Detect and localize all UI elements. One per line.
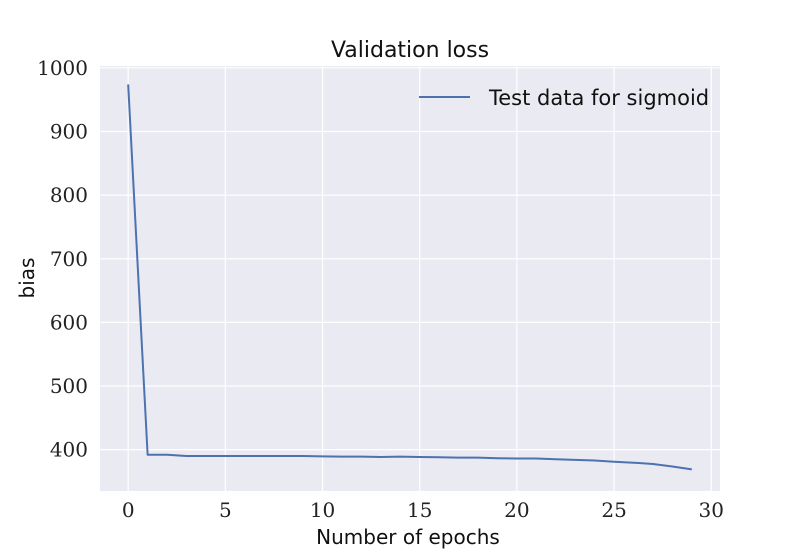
y-axis-label: bias (15, 258, 39, 299)
chart-title: Validation loss (331, 38, 489, 63)
y-tick-label: 700 (50, 247, 88, 271)
plot-area (100, 66, 720, 491)
y-tick-label: 800 (50, 183, 88, 207)
y-axis-ticks: 400 500 600 700 800 900 1000 (37, 56, 88, 462)
x-tick-label: 30 (699, 498, 724, 522)
series-layer (127, 84, 692, 471)
x-tick-label: 15 (407, 498, 432, 522)
grid-lines (100, 66, 720, 491)
y-tick-label: 600 (50, 310, 88, 334)
x-tick-label: 10 (310, 498, 335, 522)
x-tick-label: 5 (219, 498, 232, 522)
legend-label: Test data for sigmoid (488, 86, 709, 110)
legend: Test data for sigmoid (419, 86, 709, 110)
y-tick-label: 900 (50, 120, 88, 144)
y-tick-label: 400 (50, 438, 88, 462)
x-tick-label: 20 (504, 498, 529, 522)
x-tick-label: 25 (601, 498, 626, 522)
y-tick-label: 500 (50, 374, 88, 398)
series-line (127, 84, 692, 471)
x-tick-label: 0 (122, 498, 135, 522)
x-axis-ticks: 0 5 10 15 20 25 30 (122, 498, 724, 522)
y-tick-label: 1000 (37, 56, 88, 80)
x-axis-label: Number of epochs (316, 525, 500, 549)
